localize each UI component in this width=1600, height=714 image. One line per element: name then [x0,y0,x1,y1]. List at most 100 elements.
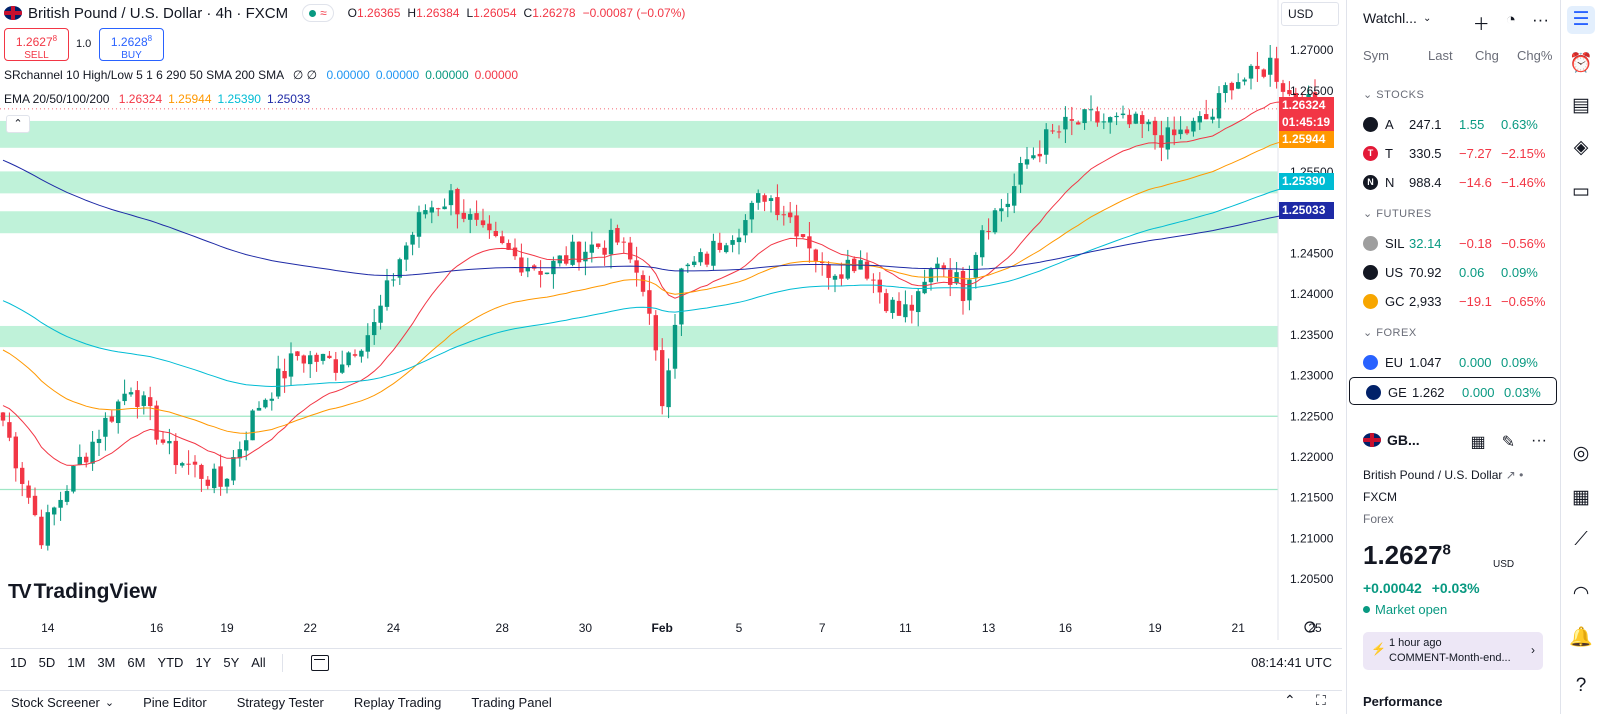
bottom-tab[interactable]: Replay Trading [353,695,442,710]
candle-body [58,499,63,508]
collapse-panel-icon[interactable]: ⌃ [1284,692,1296,708]
tradingview-logo[interactable]: TV TradingView [8,580,157,604]
col-chgp[interactable]: Chg% [1517,48,1553,63]
x-tick-label: 13 [982,621,996,635]
maximize-panel-icon[interactable]: ⛶ [1316,692,1326,708]
collapse-legend-button[interactable]: ⌃ [6,115,30,133]
watchlist-row[interactable]: T T 330.5 −7.27 −2.15% [1347,139,1559,167]
chat-icon[interactable]: ▭ [1572,181,1590,202]
candle-body [493,230,498,237]
bottom-tab[interactable]: Strategy Tester [236,695,324,710]
advanced-view-icon[interactable]: ◔ [1505,10,1517,29]
help-icon[interactable]: ? [1575,675,1587,696]
screener-chevron-icon[interactable]: ⌄ [104,697,115,709]
range-button[interactable]: 3M [97,655,116,670]
candlestick-chart[interactable]: 1.270001.265001.260001.255001.250001.245… [0,0,1342,640]
calendar-icon[interactable]: ▦ [1572,487,1590,508]
ema-value: 1.25033 [266,92,311,106]
more-details-icon[interactable]: ··· [1531,432,1547,449]
news-item[interactable]: ⚡ 1 hour ago COMMENT-Month-end... › [1363,632,1543,670]
candle-body [621,241,626,243]
watchlist-section[interactable]: ⌄ FUTURES [1363,207,1432,220]
candle-body [480,220,486,226]
section-chevron-icon[interactable]: ⌄ [1363,327,1377,339]
watchlist-title[interactable]: Watchl... [1363,10,1417,26]
range-button[interactable]: 1Y [195,655,212,670]
x-tick-label: 7 [819,621,826,635]
streams-icon[interactable]: ◠ [1572,583,1590,604]
watchlist-row[interactable]: GE 1.262 0.000 0.03% [1349,377,1557,405]
watchlist-sym: GE [1388,385,1407,400]
details-exchange: FXCM [1363,490,1397,504]
edit-icon[interactable]: ✎ [1501,434,1516,451]
trend-icon[interactable]: ⟋ [1574,529,1588,550]
col-sym[interactable]: Sym [1363,48,1389,63]
section-chevron-icon[interactable]: ⌄ [1363,89,1377,101]
buy-button[interactable]: 1.26288 BUY [99,28,164,61]
candle-body [685,264,690,267]
currency-button[interactable]: USD [1281,2,1339,26]
range-button[interactable]: YTD [157,655,184,670]
watchlist-row[interactable]: SIL 32.14 −0.18 −0.56% [1347,229,1559,257]
ideas-icon[interactable]: ◎ [1572,443,1590,464]
notifications-icon[interactable]: 🔔 [1569,627,1593,648]
watchlist-row[interactable]: EU 1.047 0.000 0.09% [1347,348,1559,376]
section-chevron-icon[interactable]: ⌄ [1363,208,1377,220]
ema-legend[interactable]: EMA 20/50/100/200 1.26324 1.25944 1.25390 1… [4,92,310,106]
watchlist-row[interactable]: N N 988.4 −14.6 −1.46% [1347,168,1559,196]
range-button[interactable]: 6M [127,655,146,670]
bottom-tab[interactable]: Stock Screener [11,695,100,710]
col-last[interactable]: Last [1428,48,1453,63]
bottom-tab[interactable]: Trading Panel [471,695,552,710]
layers-icon[interactable]: ◈ [1573,137,1589,158]
candle-body [397,259,402,278]
watchlist-row[interactable]: GC 2,933 −19.1 −0.65% [1347,287,1559,315]
details-name[interactable]: British Pound / U.S. Dollar [1363,468,1503,482]
calendar-goto-icon[interactable] [310,654,329,671]
add-symbol-icon[interactable]: ＋ [1472,15,1490,34]
right-toolbar: ☰ ⏰ ▤ ◈ ▭ ◎ ▦ ⟋ ◠ 🔔 ? [1560,0,1600,714]
chevron-down-icon[interactable]: ⌄ [1422,12,1432,24]
grid-icon[interactable]: ▦ [1470,434,1486,451]
market-status-pill[interactable]: ≈ [302,4,334,22]
buy-label: BUY [121,50,142,61]
bottom-tab[interactable]: Pine Editor [143,695,207,710]
candle-body [960,270,966,302]
watchlist-icon[interactable]: ☰ [1567,6,1595,34]
utc-clock[interactable]: 08:14:41 UTC [1251,655,1332,670]
external-link-icon[interactable]: ↗ [1505,468,1516,482]
candle-body [525,267,530,272]
chart-area[interactable]: 1.270001.265001.260001.255001.250001.245… [0,0,1342,640]
quantity-value[interactable]: 1.0 [76,38,92,50]
symbol-title[interactable]: British Pound / U.S. Dollar · 4h · FXCM [28,4,289,22]
candle-body [1242,79,1247,82]
range-button[interactable]: 1M [67,655,86,670]
candle-body [160,439,166,443]
ohlc-value: 1.26365 [357,6,401,20]
candle-body [916,291,921,313]
range-button[interactable]: All [251,655,266,670]
hotlist-icon[interactable]: ▤ [1572,95,1590,116]
candle-body [1274,58,1279,82]
watchlist-last: 988.4 [1409,175,1442,190]
watchlist-section[interactable]: ⌄ STOCKS [1363,88,1424,101]
watchlist-row[interactable]: A 247.1 1.55 0.63% [1347,110,1559,138]
sr-zone [0,211,1278,234]
candle-body [1216,93,1222,119]
details-symbol[interactable]: GB... [1387,432,1420,448]
candle-body [282,370,287,379]
watchlist-row[interactable]: US 70.92 0.06 0.09% [1347,258,1559,286]
watchlist-header: Watchl... ⌄ ＋ ◔ ··· [1363,10,1553,34]
sell-button[interactable]: 1.26278 SELL [4,28,69,61]
srchannel-legend[interactable]: SRchannel 10 High/Low 5 1 6 290 50 SMA 2… [4,68,518,82]
range-button[interactable]: 5D [38,655,56,670]
alerts-icon[interactable]: ⏰ [1569,53,1593,74]
candle-body [71,465,76,492]
col-chg[interactable]: Chg [1475,48,1499,63]
performance-heading[interactable]: Performance [1363,694,1443,709]
range-button[interactable]: 5Y [223,655,240,670]
range-button[interactable]: 1D [10,655,27,670]
ema-line [2,180,1316,388]
more-icon[interactable]: ··· [1532,10,1549,29]
watchlist-section[interactable]: ⌄ FOREX [1363,326,1417,339]
